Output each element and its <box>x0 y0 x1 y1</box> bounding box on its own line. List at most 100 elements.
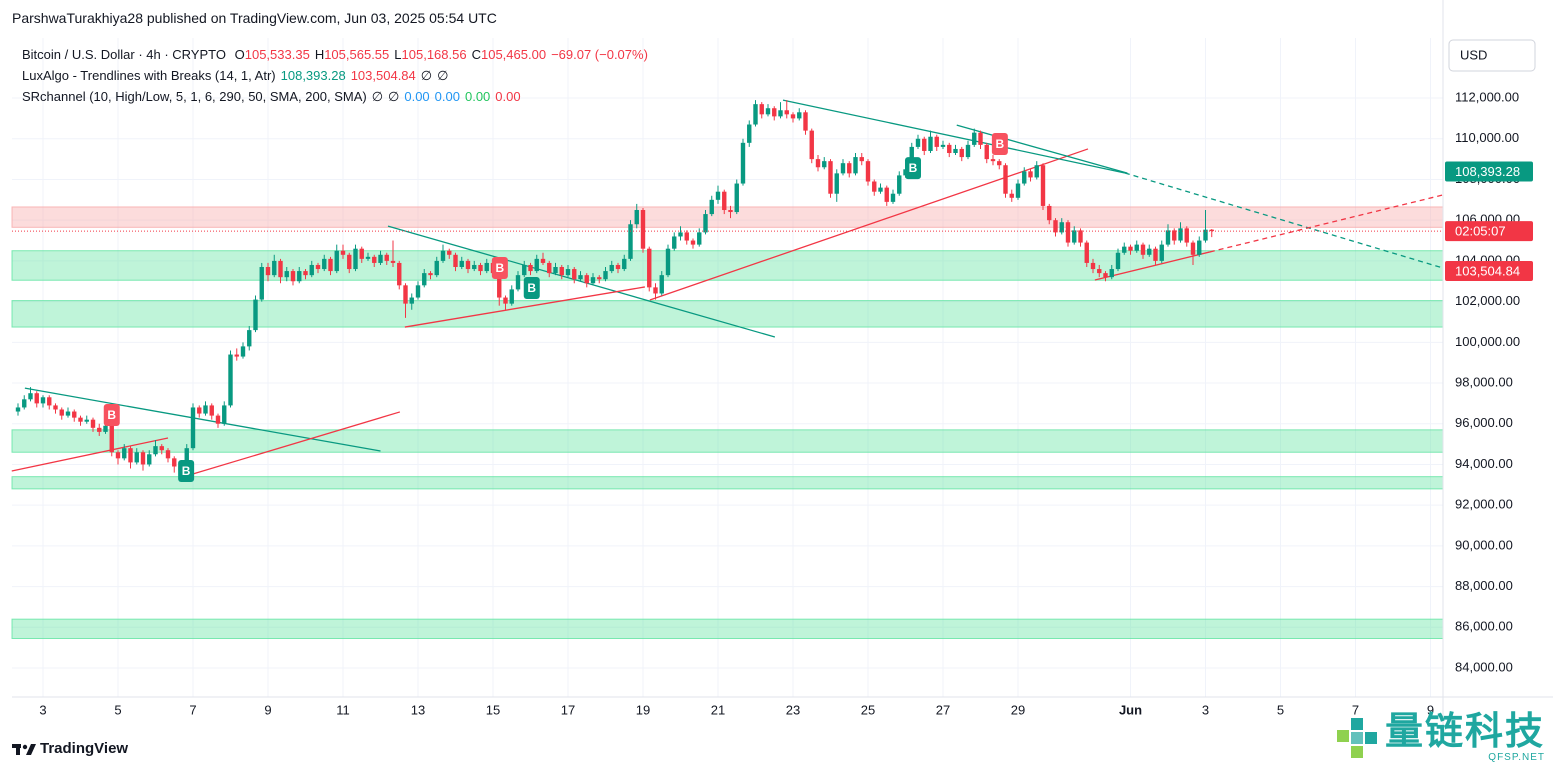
break-label-text: B <box>182 464 191 478</box>
x-tick-label: 5 <box>1277 702 1284 717</box>
candle-body <box>447 250 452 255</box>
candle-body <box>197 407 202 414</box>
ohlc-key: H <box>314 47 325 62</box>
candle-body <box>865 161 871 182</box>
currency-box[interactable] <box>1448 39 1536 72</box>
candle <box>422 269 427 288</box>
candle <box>722 189 727 215</box>
candle <box>540 252 546 265</box>
y-tick-label: 100,000.00 <box>1455 334 1520 349</box>
sr-zone <box>11 250 1444 281</box>
break-label-box <box>991 133 1008 156</box>
candle <box>790 112 796 123</box>
candle-body <box>184 448 189 471</box>
candle-body <box>1022 171 1027 184</box>
candle-body <box>634 210 639 225</box>
candle-body <box>1128 246 1133 251</box>
candle-body <box>897 175 902 194</box>
candle <box>547 260 552 278</box>
candle-body <box>728 210 733 213</box>
candle <box>934 134 939 151</box>
candle-body <box>40 397 46 404</box>
legend-indicators: LuxAlgo - Trendlines with Breaks (14, 1,… <box>22 65 653 107</box>
candle-body <box>703 214 708 233</box>
x-tick-label: 27 <box>936 702 950 717</box>
candle <box>1034 161 1039 180</box>
candle <box>253 295 258 333</box>
indicator-value: ∅ <box>437 68 449 83</box>
candle-body <box>459 260 464 268</box>
trendline <box>649 148 1089 301</box>
candle <box>959 146 964 162</box>
candle <box>1153 246 1158 265</box>
candle-body <box>559 267 564 276</box>
candle <box>465 258 471 274</box>
candle-body <box>753 104 758 125</box>
candle <box>1022 167 1027 186</box>
candle-body <box>603 271 608 280</box>
candle <box>1059 218 1064 235</box>
candle-body <box>234 354 239 357</box>
candle <box>65 407 71 418</box>
candle-body <box>115 452 121 459</box>
candle <box>53 403 58 414</box>
candle <box>447 248 452 259</box>
price-tag-box <box>1445 260 1533 281</box>
candle <box>397 260 402 290</box>
candle-body <box>509 289 514 304</box>
candle-body <box>659 275 664 294</box>
candle <box>765 104 771 117</box>
candle-body <box>472 264 477 270</box>
candle-body <box>322 258 327 270</box>
candle-body <box>140 452 146 465</box>
candle-body <box>340 250 346 255</box>
candle <box>1159 240 1164 263</box>
candle <box>1140 242 1146 259</box>
candle <box>565 264 571 278</box>
candle <box>703 210 708 235</box>
candle <box>528 262 533 276</box>
candle <box>897 171 902 196</box>
trendline <box>956 124 1128 174</box>
ohlc-value: 105,465.00 <box>480 47 547 62</box>
candle <box>840 159 846 176</box>
indicator-value: ∅ <box>371 89 384 104</box>
y-tick-label: 84,000.00 <box>1455 659 1513 674</box>
candle-body <box>434 260 439 276</box>
candle-body <box>1147 248 1152 255</box>
candle-body <box>734 183 739 213</box>
candle <box>1009 189 1014 202</box>
candle-body <box>1084 242 1089 263</box>
candle-body <box>453 254 458 268</box>
candle <box>1053 218 1058 237</box>
sr-zone <box>11 476 1444 490</box>
ohlc-field: C105,465.00 <box>472 47 546 62</box>
candle-body <box>1159 244 1164 261</box>
candle-body <box>465 260 471 270</box>
candle-body <box>53 405 58 410</box>
candle-body <box>878 187 883 192</box>
candle <box>997 159 1002 170</box>
candle-body <box>253 299 258 331</box>
ohlc-value: 105,565.55 <box>324 47 390 62</box>
candle <box>78 415 83 426</box>
footer: TradingView <box>12 740 128 757</box>
candle <box>240 342 246 359</box>
candle-body <box>272 260 277 276</box>
candle-body <box>547 262 552 274</box>
candle-body <box>172 458 177 467</box>
indicator: LuxAlgo - Trendlines with Breaks (14, 1,… <box>22 65 653 86</box>
trendline <box>179 411 401 479</box>
candle-body <box>1153 248 1158 261</box>
candle <box>440 244 446 263</box>
candle-body <box>859 157 864 162</box>
candle <box>1103 271 1108 282</box>
candle-body <box>815 159 821 168</box>
break-label-text: B <box>107 408 116 422</box>
x-tick-label: 7 <box>189 702 196 717</box>
candle-body <box>1209 229 1214 232</box>
candle-body <box>247 330 252 347</box>
candle <box>953 144 958 156</box>
candle-body <box>1053 220 1058 233</box>
x-tick-label: 25 <box>861 702 875 717</box>
